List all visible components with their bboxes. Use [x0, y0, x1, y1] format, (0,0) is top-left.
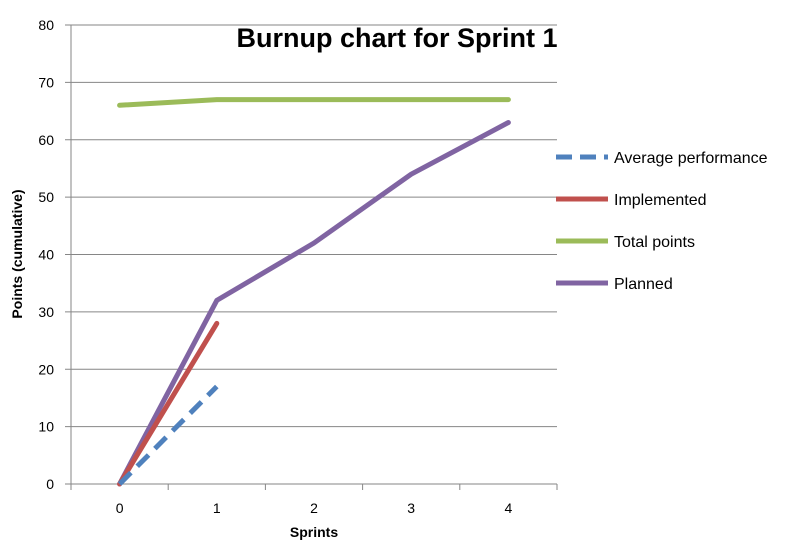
y-tick-labels: 0 10 20 30 40 50 60 70 80 — [38, 17, 54, 492]
x-tick-1: 1 — [213, 500, 221, 516]
series-total-points — [117, 97, 511, 108]
y-tick-0: 0 — [46, 476, 54, 492]
legend-label: Implemented — [614, 192, 707, 209]
x-tick-labels: 0 1 2 3 4 — [116, 500, 513, 516]
x-axis-label: Sprints — [290, 524, 338, 540]
y-tick-10: 10 — [38, 419, 54, 435]
legend-item-average-performance: Average performance — [556, 150, 768, 167]
legend-item-planned: Planned — [556, 276, 673, 293]
y-tick-40: 40 — [38, 247, 54, 263]
legend-label: Average performance — [614, 150, 768, 167]
y-tick-60: 60 — [38, 132, 54, 148]
chart-title: Burnup chart for Sprint 1 — [236, 23, 557, 53]
y-tick-70: 70 — [38, 74, 54, 90]
legend: Average performance Implemented Total poin… — [556, 150, 768, 293]
series-lines — [117, 97, 511, 487]
y-tick-50: 50 — [38, 189, 54, 205]
y-axis-label: Points (cumulative) — [9, 189, 25, 318]
axes — [65, 24, 558, 490]
x-tick-4: 4 — [505, 500, 513, 516]
y-tick-80: 80 — [38, 17, 54, 33]
y-tick-20: 20 — [38, 361, 54, 377]
legend-label: Planned — [614, 276, 673, 293]
x-tick-0: 0 — [116, 500, 124, 516]
series-planned — [117, 120, 511, 487]
series-implemented — [117, 320, 220, 487]
legend-label: Total points — [614, 234, 695, 251]
x-tick-2: 2 — [310, 500, 318, 516]
legend-item-total-points: Total points — [556, 234, 695, 251]
legend-item-implemented: Implemented — [556, 192, 707, 209]
x-tick-3: 3 — [407, 500, 415, 516]
y-tick-30: 30 — [38, 304, 54, 320]
series-average-performance — [117, 384, 219, 486]
gridlines — [71, 24, 557, 428]
